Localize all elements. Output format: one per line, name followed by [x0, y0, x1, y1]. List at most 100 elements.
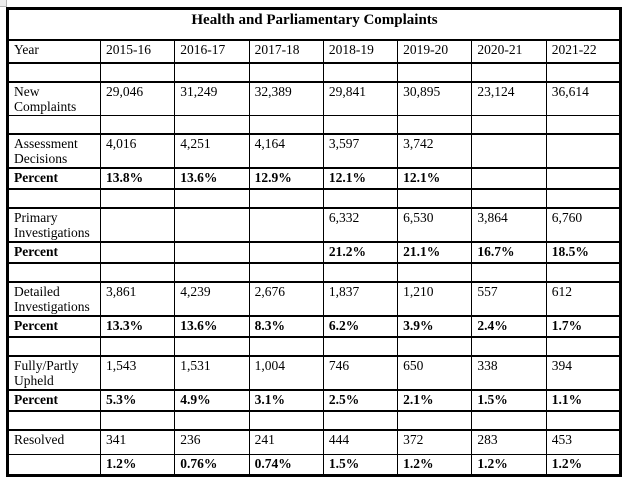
spacer-cell	[174, 410, 250, 431]
value-cell: 4.9%	[174, 389, 250, 412]
value-cell	[174, 207, 250, 243]
year-cell: 2018-19	[322, 39, 399, 64]
value-cell: 1,004	[248, 355, 324, 391]
year-cell: 2021-22	[545, 39, 622, 64]
spacer-cell	[99, 262, 176, 283]
value-cell	[99, 241, 176, 264]
spacer-cell	[471, 410, 547, 431]
value-cell: 3,864	[471, 207, 547, 243]
value-cell	[545, 133, 622, 169]
value-cell: 557	[471, 281, 547, 317]
row-percent-footer: 1.2% 0.76% 0.74% 1.5% 1.2% 1.2% 1.2%	[7, 454, 622, 476]
value-cell: 6,530	[397, 207, 473, 243]
value-cell: 3,861	[99, 281, 176, 317]
value-cell: 0.76%	[174, 454, 250, 476]
spacer-row	[7, 62, 622, 83]
row-resolved: Resolved 341 236 241 444 372 283 453	[7, 429, 622, 455]
row-label-cell: Percent	[7, 167, 101, 190]
spacer-cell	[248, 410, 324, 431]
spacer-cell	[248, 262, 324, 283]
value-cell: 21.1%	[397, 241, 473, 264]
value-cell: 21.2%	[322, 241, 399, 264]
row-label-cell: Resolved	[7, 429, 101, 455]
spacer-cell	[99, 410, 176, 431]
row-new-complaints: New Complaints 29,046 31,249 32,389 29,841 30…	[7, 81, 622, 116]
spacer-cell	[471, 336, 547, 357]
value-cell	[471, 167, 547, 190]
spacer-cell	[174, 336, 250, 357]
value-cell: 1.7%	[545, 315, 622, 338]
row-percent: Percent 13.8% 13.6% 12.9% 12.1% 12.1%	[7, 167, 622, 190]
value-cell	[248, 241, 324, 264]
year-cell: 2016-17	[174, 39, 250, 64]
value-cell	[471, 133, 547, 169]
year-header-label-cell: Year	[7, 39, 101, 64]
spacer-cell	[174, 62, 250, 83]
value-cell: 1.1%	[545, 389, 622, 412]
value-cell: 1.2%	[397, 454, 473, 476]
value-cell: 0.74%	[248, 454, 324, 476]
row-label-cell	[7, 454, 101, 476]
value-cell: 1,210	[397, 281, 473, 317]
value-cell: 746	[322, 355, 399, 391]
value-cell: 1.2%	[99, 454, 176, 476]
spacer-cell	[471, 115, 547, 135]
spacer-cell	[471, 262, 547, 283]
value-cell: 650	[397, 355, 473, 391]
value-cell: 236	[174, 429, 250, 455]
table-title-row: Health and Parliamentary Complaints	[7, 8, 621, 41]
year-header-row: Year 2015-16 2016-17 2017-18 2018-19 2019-20 2…	[7, 39, 622, 64]
spacer-cell	[397, 62, 473, 83]
spacer-label-cell	[7, 336, 101, 357]
row-percent: Percent 13.3% 13.6% 8.3% 6.2% 3.9% 2.4% 1.7%	[7, 315, 622, 338]
value-cell: 3.1%	[248, 389, 324, 412]
complaints-table-body: Health and Parliamentary Complaints Year 2…	[7, 8, 622, 476]
spacer-cell	[545, 336, 622, 357]
value-cell: 2.1%	[397, 389, 473, 412]
year-cell: 2017-18	[248, 39, 324, 64]
spacer-cell	[545, 188, 622, 209]
value-cell: 1,543	[99, 355, 176, 391]
spacer-cell	[174, 188, 250, 209]
spacer-cell	[397, 262, 473, 283]
row-label-cell: Primary Investigations	[7, 207, 101, 243]
value-cell: 16.7%	[471, 241, 547, 264]
value-cell: 338	[471, 355, 547, 391]
table-title: Health and Parliamentary Complaints	[7, 8, 621, 41]
spacer-cell	[99, 115, 176, 135]
value-cell: 2.5%	[322, 389, 399, 412]
spacer-cell	[471, 188, 547, 209]
value-cell: 4,016	[99, 133, 176, 169]
spacer-cell	[248, 188, 324, 209]
spacer-cell	[248, 336, 324, 357]
spacer-cell	[322, 336, 399, 357]
value-cell: 13.3%	[99, 315, 176, 338]
row-label-cell: Fully/Partly Upheld	[7, 355, 101, 391]
value-cell	[248, 207, 324, 243]
row-label-cell: Percent	[7, 389, 101, 412]
value-cell: 29,841	[322, 81, 399, 116]
value-cell: 12.1%	[397, 167, 473, 190]
value-cell: 18.5%	[545, 241, 622, 264]
spacer-row	[7, 410, 622, 431]
value-cell: 394	[545, 355, 622, 391]
spacer-row	[7, 336, 622, 357]
value-cell: 13.6%	[174, 315, 250, 338]
value-cell: 4,251	[174, 133, 250, 169]
spacer-cell	[322, 410, 399, 431]
value-cell: 13.6%	[174, 167, 250, 190]
value-cell: 3,742	[397, 133, 473, 169]
value-cell: 372	[397, 429, 473, 455]
value-cell: 612	[545, 281, 622, 317]
row-label-cell: Percent	[7, 315, 101, 338]
value-cell: 1,531	[174, 355, 250, 391]
spacer-cell	[99, 62, 176, 83]
spacer-cell	[545, 262, 622, 283]
row-primary-investigations: Primary Investigations 6,332 6,530 3,864 6,7…	[7, 207, 622, 243]
spacer-row	[7, 115, 622, 135]
value-cell: 1.2%	[545, 454, 622, 476]
spacer-cell	[397, 336, 473, 357]
spacer-cell	[248, 115, 324, 135]
spacer-label-cell	[7, 188, 101, 209]
value-cell: 29,046	[99, 81, 176, 116]
